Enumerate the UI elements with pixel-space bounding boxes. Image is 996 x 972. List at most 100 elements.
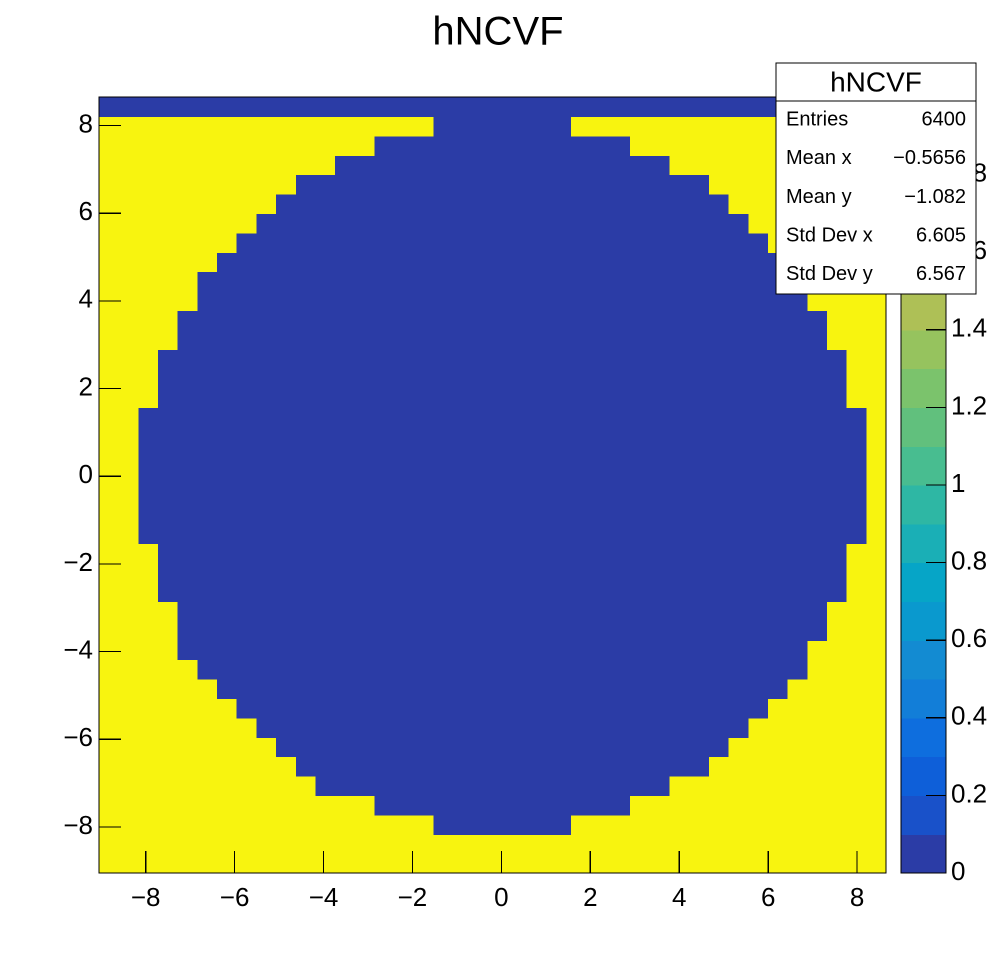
heatmap-cell [512, 407, 533, 428]
heatmap-cell [158, 155, 179, 176]
stats-value: −0.5656 [893, 147, 966, 169]
heatmap-cell [236, 213, 257, 234]
heatmap-cell [826, 814, 848, 835]
heatmap-cell [630, 756, 651, 777]
heatmap-cell [374, 717, 395, 738]
heatmap-cell [236, 368, 257, 389]
heatmap-cell [748, 620, 769, 641]
heatmap-cell [177, 485, 198, 505]
heatmap-cell [118, 291, 139, 311]
heatmap-cell [118, 271, 139, 292]
heatmap-cell [197, 465, 218, 486]
heatmap-cell [158, 426, 179, 447]
heatmap-cell [256, 426, 277, 447]
heatmap-cell [492, 485, 513, 505]
heatmap-cell [512, 310, 533, 331]
heatmap-cell [158, 485, 179, 505]
heatmap-cell [551, 349, 572, 370]
heatmap-cell [295, 349, 317, 370]
heatmap-cell [138, 349, 159, 370]
heatmap-cell [394, 426, 415, 447]
heatmap-cell [571, 485, 592, 505]
heatmap-cell [708, 659, 730, 680]
heatmap-cell [197, 717, 218, 738]
heatmap-cell [787, 310, 808, 331]
heatmap-cell [590, 485, 612, 505]
heatmap-cell [256, 601, 277, 622]
heatmap-cell [99, 543, 120, 564]
heatmap-cell [807, 368, 828, 389]
heatmap-cell [453, 135, 474, 156]
heatmap-cell [138, 446, 159, 467]
heatmap-cell [807, 523, 828, 544]
heatmap-cell [826, 601, 848, 622]
heatmap-cell [826, 640, 848, 661]
heatmap-cell [610, 291, 631, 311]
heatmap-cell [394, 814, 415, 835]
heatmap-cell [217, 756, 238, 777]
stats-background [775, 62, 977, 295]
heatmap-cell [197, 679, 218, 699]
heatmap-cell [315, 543, 336, 564]
heatmap-cell [590, 446, 612, 467]
heatmap-cell [118, 485, 139, 505]
heatmap-cell [630, 679, 651, 699]
heatmap-cell [767, 756, 789, 777]
heatmap-cell [807, 504, 828, 525]
heatmap-cell [335, 523, 356, 544]
heatmap-cell [590, 679, 612, 699]
heatmap-cell [551, 446, 572, 467]
heatmap-cell [689, 523, 710, 544]
heatmap-cell [649, 213, 671, 234]
heatmap-cell [551, 135, 572, 156]
heatmap-cell [708, 174, 730, 195]
heatmap-cell [138, 640, 159, 661]
z-tick-label: 0.8 [951, 545, 987, 575]
heatmap-cell [276, 582, 297, 602]
heatmap-cell [354, 504, 376, 525]
heatmap-cell [866, 601, 887, 622]
heatmap-cell [748, 213, 769, 234]
heatmap-cell [669, 620, 690, 641]
heatmap-cell [787, 349, 808, 370]
heatmap-cell [571, 155, 592, 176]
heatmap-cell [669, 543, 690, 564]
heatmap-cell [118, 349, 139, 370]
heatmap-cell [374, 97, 395, 117]
heatmap-cell [433, 194, 454, 214]
heatmap-cell [315, 814, 336, 835]
heatmap-cell [276, 446, 297, 467]
heatmap-cell [256, 834, 277, 855]
heatmap-cell [708, 737, 730, 758]
heatmap-cell [217, 194, 238, 214]
heatmap-cell [728, 116, 749, 137]
heatmap-cell [158, 853, 179, 874]
heatmap-cell [315, 116, 336, 137]
heatmap-cell [394, 679, 415, 699]
heatmap-cell [453, 485, 474, 505]
heatmap-cell [846, 659, 867, 680]
heatmap-cell [610, 562, 631, 583]
heatmap-cell [394, 601, 415, 622]
heatmap-cell [276, 291, 297, 311]
heatmap-cell [866, 659, 887, 680]
heatmap-cell [610, 213, 631, 234]
heatmap-cell [295, 814, 317, 835]
heatmap-cell [748, 135, 769, 156]
heatmap-cell [354, 834, 376, 855]
heatmap-cell [315, 717, 336, 738]
heatmap-cell [512, 659, 533, 680]
heatmap-cell [236, 485, 257, 505]
heatmap-cell [335, 116, 356, 137]
heatmap-cell [767, 698, 789, 719]
heatmap-cell [630, 252, 651, 273]
heatmap-cell [453, 368, 474, 389]
heatmap-cell [846, 426, 867, 447]
heatmap-cell [531, 368, 553, 389]
palette-band [901, 407, 946, 447]
heatmap-cell [551, 426, 572, 447]
heatmap-cell [512, 717, 533, 738]
heatmap-cell [590, 388, 612, 408]
heatmap-cell [708, 349, 730, 370]
stats-value: 6.605 [916, 224, 966, 246]
